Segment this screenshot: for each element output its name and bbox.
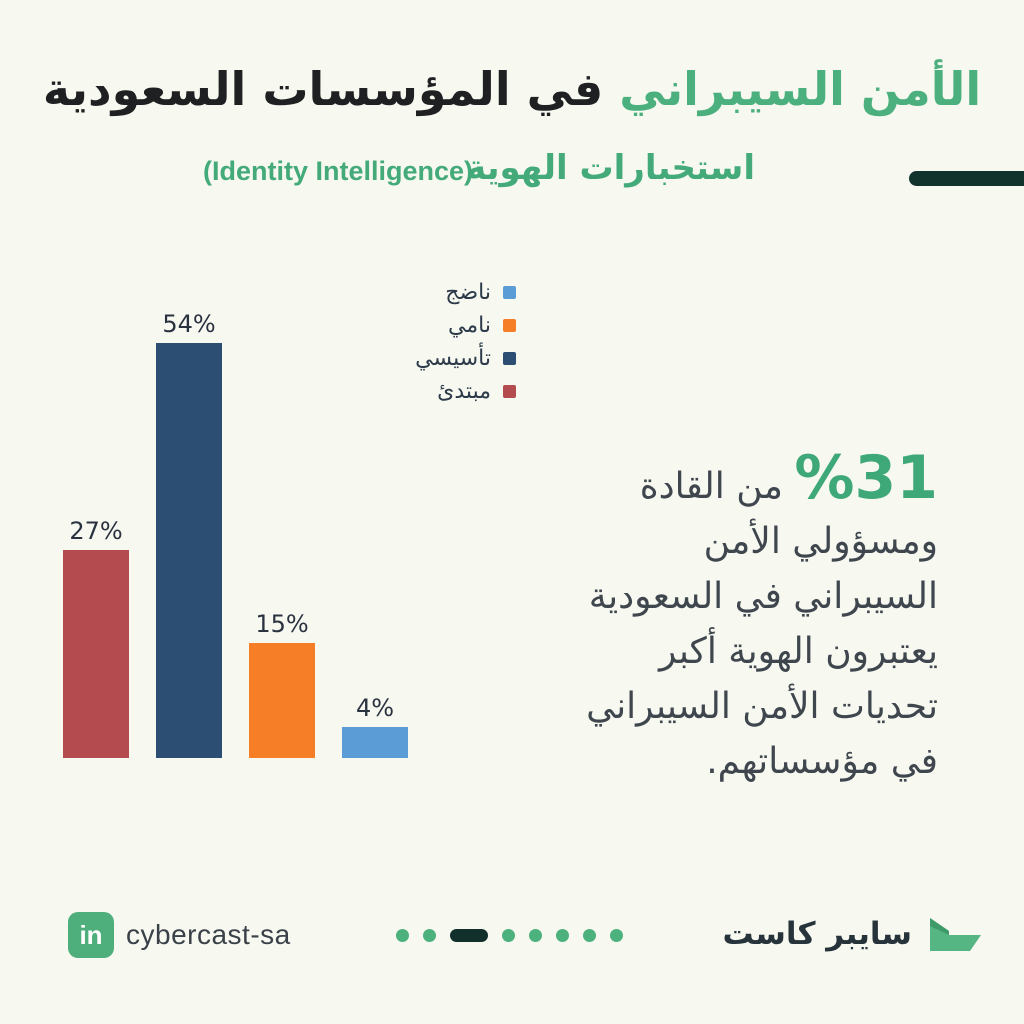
bar-value-label: 27% (69, 517, 123, 545)
legend-label: تأسيسي (415, 345, 491, 371)
linkedin-icon[interactable]: in (68, 912, 114, 958)
chart-legend: ناضج نامي تأسيسي مبتدئ (398, 276, 516, 408)
bar-نامي: 15% (249, 610, 315, 758)
legend-row: مبتدئ (398, 375, 516, 408)
bar-value-label: 4% (355, 694, 395, 722)
legend-row: تأسيسي (398, 342, 516, 375)
legend-swatch (503, 385, 516, 398)
chart-bars: 27% 54% 15% 4% (40, 300, 420, 758)
subtitle-english: (Identity Intelligence) (203, 156, 474, 186)
title-highlight: الأمن السيبراني (619, 62, 982, 116)
bar-تأسيسي: 54% (156, 310, 222, 758)
legend-swatch (503, 352, 516, 365)
pagination-dot[interactable] (610, 928, 623, 942)
stat-callout: %31 من القادة ومسؤولي الأمن السيبراني في… (566, 448, 938, 789)
bar-مبتدئ: 27% (63, 517, 129, 758)
linkedin-icon-glyph: in (79, 919, 103, 950)
pagination-dot[interactable] (396, 928, 409, 942)
maturity-bar-chart: 27% 54% 15% 4% (40, 300, 420, 758)
title-rest: في المؤسسات السعودية (42, 62, 604, 116)
pagination-dot-active[interactable] (450, 928, 488, 942)
legend-label: نامي (448, 312, 491, 338)
legend-row: نامي (398, 309, 516, 342)
bar-ناضج: 4% (342, 694, 408, 758)
stat-text: من القادة ومسؤولي الأمن السيبراني في الس… (586, 466, 938, 782)
page-title: الأمن السيبراني في المؤسسات السعودية (0, 62, 1024, 116)
stat-number: %31 (794, 443, 938, 513)
cybercast-logo-icon (930, 918, 981, 951)
linkedin-handle[interactable]: cybercast-sa (126, 919, 291, 950)
pagination-dot[interactable] (423, 928, 436, 942)
pagination-dot[interactable] (529, 928, 542, 942)
legend-row: ناضج (398, 276, 516, 309)
legend-swatch (503, 286, 516, 299)
pagination-dots (396, 912, 623, 958)
pagination-dot[interactable] (556, 928, 569, 942)
subtitle-arabic: استخبارات الهوية (466, 148, 755, 188)
legend-swatch (503, 319, 516, 332)
pagination-dot[interactable] (502, 928, 515, 942)
brand-name: سايبر كاست (722, 916, 912, 952)
brand-logo: سايبر كاست (723, 908, 982, 960)
pagination-dot[interactable] (583, 928, 596, 942)
legend-label: مبتدئ (437, 378, 491, 404)
legend-label: ناضج (445, 279, 491, 305)
decorative-dash (909, 171, 1024, 186)
bar-value-label: 15% (255, 610, 309, 638)
bar-value-label: 54% (162, 310, 216, 338)
